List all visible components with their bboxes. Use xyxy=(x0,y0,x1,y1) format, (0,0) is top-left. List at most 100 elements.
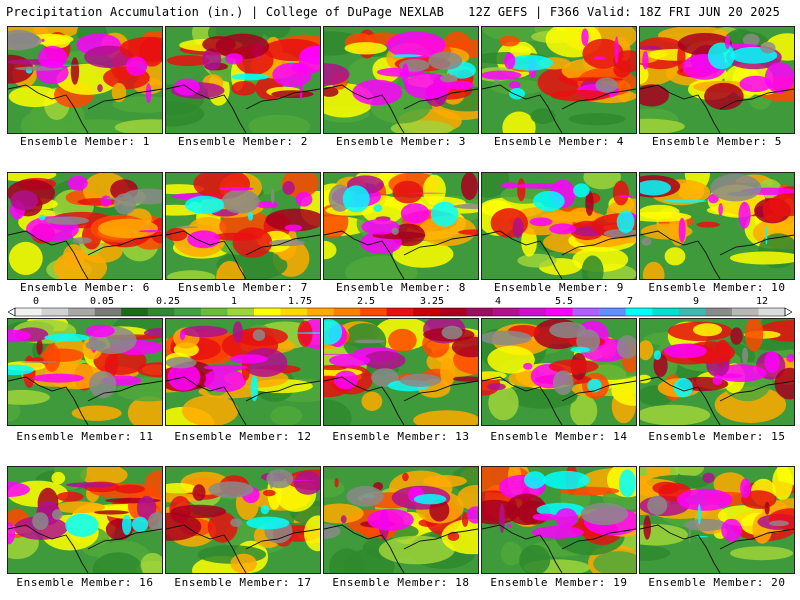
precip-blob xyxy=(229,354,268,364)
precip-blob xyxy=(8,389,50,405)
ensemble-member-map xyxy=(639,318,795,426)
coastline xyxy=(8,376,162,425)
precip-blob xyxy=(595,77,618,93)
precip-blob xyxy=(166,55,210,67)
colorbar-swatch xyxy=(625,308,653,316)
precip-blob xyxy=(507,524,512,528)
ensemble-member-map xyxy=(7,26,163,134)
ensemble-member-map xyxy=(165,26,321,134)
precip-blob xyxy=(509,45,532,58)
precip-blob xyxy=(324,399,352,425)
precip-blob xyxy=(231,81,257,96)
precip-blob xyxy=(122,514,132,535)
precip-blob xyxy=(764,501,770,515)
precip-blob xyxy=(270,405,303,425)
precip-blob xyxy=(498,35,520,47)
precip-blob xyxy=(80,467,128,486)
precip-blob xyxy=(762,198,785,223)
precip-blob xyxy=(221,189,260,214)
ensemble-member-label: Ensemble Member: 12 xyxy=(174,430,312,443)
precip-blob xyxy=(346,485,384,507)
ensemble-member-label: Ensemble Member: 11 xyxy=(16,430,154,443)
precip-blob xyxy=(202,36,236,53)
precip-blob xyxy=(67,175,88,191)
precip-blob xyxy=(272,62,312,87)
precip-blob xyxy=(447,80,474,90)
precip-blob xyxy=(684,518,727,531)
precip-blob xyxy=(549,321,586,339)
precip-blob xyxy=(51,471,66,485)
precip-blob xyxy=(389,54,422,58)
precip-blob xyxy=(640,340,654,361)
precip-blob xyxy=(44,333,90,342)
precip-blob xyxy=(324,63,350,86)
precip-blob xyxy=(261,27,291,39)
precip-blob xyxy=(72,237,92,244)
precip-blob xyxy=(461,512,469,527)
precip-blob xyxy=(506,55,553,71)
precip-blob xyxy=(43,343,61,372)
precip-blob xyxy=(203,364,248,371)
precip-blob xyxy=(718,203,723,216)
precip-blob xyxy=(92,552,143,573)
precip-blob xyxy=(640,118,685,133)
colorbar-swatch xyxy=(280,308,308,316)
precip-blob xyxy=(447,531,460,541)
colorbar-tick-label: 5.5 xyxy=(554,296,574,307)
precip-blob xyxy=(184,195,225,214)
ensemble-member-label: Ensemble Member: 16 xyxy=(16,576,154,589)
precip-blob xyxy=(512,217,524,238)
colorbar-swatch xyxy=(599,308,626,316)
colorbar-swatch xyxy=(307,308,334,316)
ensemble-member-map xyxy=(165,466,321,574)
coastline xyxy=(166,230,320,279)
precip-blob xyxy=(70,57,80,85)
colorbar-swatch xyxy=(41,308,69,316)
precip-blob xyxy=(230,553,257,573)
precip-blob xyxy=(158,515,162,530)
ensemble-member-map xyxy=(481,172,637,280)
precip-blob xyxy=(413,410,478,425)
precip-blob xyxy=(568,113,626,126)
precip-blob xyxy=(558,486,620,496)
precip-blob xyxy=(361,219,400,235)
ensemble-member-map xyxy=(639,466,795,574)
precip-blob xyxy=(570,394,598,425)
colorbar-swatch xyxy=(15,308,42,316)
precip-blob xyxy=(640,45,661,51)
precip-blob xyxy=(523,362,533,370)
precip-blob xyxy=(174,226,199,229)
ensemble-member-map xyxy=(7,172,163,280)
precip-blob xyxy=(399,373,442,387)
precip-blob xyxy=(8,400,21,422)
colorbar-swatch xyxy=(147,308,175,316)
precip-blob xyxy=(324,353,354,355)
precip-blob xyxy=(324,319,343,345)
precip-blob xyxy=(694,67,710,68)
precip-blob xyxy=(533,190,565,212)
precip-blob xyxy=(391,227,399,235)
coastline xyxy=(166,84,320,133)
precip-blob xyxy=(542,470,590,490)
coastline xyxy=(640,376,794,425)
precip-blob xyxy=(729,251,794,265)
precip-blob xyxy=(8,482,30,497)
precip-blob xyxy=(248,114,311,133)
precip-blob xyxy=(519,544,551,573)
precip-blob xyxy=(111,82,127,103)
precip-blob xyxy=(461,173,478,201)
precip-blob xyxy=(612,180,629,206)
precip-blob xyxy=(738,201,751,229)
precip-blob xyxy=(10,190,39,211)
precip-blob xyxy=(292,332,320,334)
ensemble-member-label: Ensemble Member: 14 xyxy=(490,430,628,443)
precip-blob xyxy=(304,515,320,552)
ensemble-member-label: Ensemble Member: 15 xyxy=(648,430,786,443)
precip-blob xyxy=(676,488,733,511)
colorbar-tick-label: 2.5 xyxy=(356,296,376,307)
colorbar-swatch xyxy=(360,308,388,316)
precip-blob xyxy=(187,230,221,249)
precip-blob xyxy=(8,364,34,376)
precip-blob xyxy=(386,31,446,59)
precip-blob xyxy=(487,345,535,374)
